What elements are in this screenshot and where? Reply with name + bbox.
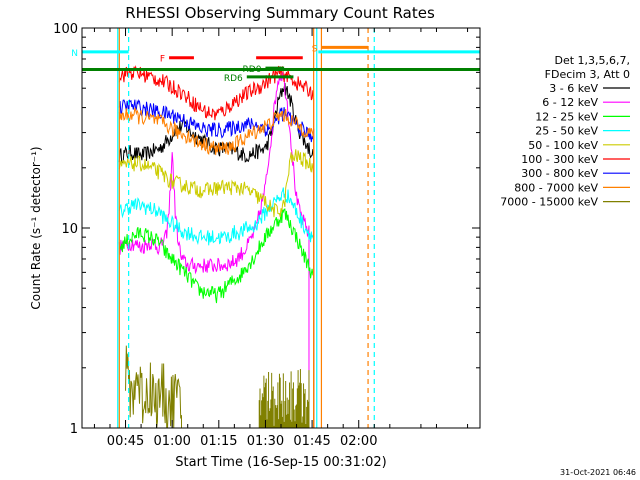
series-line-6-12-kev — [118, 72, 310, 428]
series-line-12-25-kev — [118, 208, 315, 428]
series-line-25-50-kev — [118, 187, 315, 428]
y-axis-label: Count Rate (s⁻¹ detector⁻¹) — [29, 146, 43, 309]
legend-label-50-100-kev: 50 - 100 keV — [528, 139, 598, 152]
x-tick-label-01-45: 01:45 — [293, 434, 330, 449]
flag-label-f: F — [160, 55, 165, 65]
flag-label-rd6: RD6 — [224, 74, 243, 84]
series-spikes-7000-15000-kev — [258, 369, 310, 428]
series-line-50-100-kev — [118, 149, 315, 428]
legend-label-12-25-kev: 12 - 25 keV — [535, 110, 598, 123]
legend-header-line-2: FDecim 3, Att 0 — [545, 68, 630, 81]
series-line-7000-15000-kev — [125, 345, 182, 428]
series-line-3-6-kev — [118, 82, 315, 428]
x-tick-label-01-30: 01:30 — [247, 434, 284, 449]
series-line-300-800-kev — [118, 99, 315, 428]
flag-label-rd0: RD0 — [243, 65, 262, 75]
y-tick-label-10: 10 — [61, 222, 78, 237]
legend-header-line-1: Det 1,3,5,6,7, — [554, 54, 630, 67]
legend-label-300-800-kev: 300 - 800 keV — [521, 167, 598, 180]
y-tick-label-1: 1 — [70, 422, 78, 437]
legend-label-7000-15000-kev: 7000 - 15000 keV — [500, 196, 598, 209]
legend-label-6-12-kev: 6 - 12 keV — [542, 96, 598, 109]
plot-frame — [81, 27, 481, 429]
legend-header: Det 1,3,5,6,7,FDecim 3, Att 0 — [545, 54, 630, 81]
legend-label-3-6-kev: 3 - 6 keV — [549, 82, 598, 95]
x-tick-label-01-15: 01:15 — [200, 434, 237, 449]
flag-label-n: N — [71, 49, 78, 59]
flag-label-s: S — [312, 44, 318, 54]
legend-label-100-300-kev: 100 - 300 keV — [521, 153, 598, 166]
axes: 1 10 100 00:45 01:00 01:15 01:30 01:45 02:00 — [53, 22, 481, 449]
x-axis-label: Start Time (16-Sep-15 00:31:02) — [175, 455, 386, 470]
x-tick-label-00-45: 00:45 — [107, 434, 144, 449]
legend-label-25-50-kev: 25 - 50 keV — [535, 125, 598, 138]
x-tick-label-02-00: 02:00 — [340, 434, 377, 449]
legend-label-800-7000-kev: 800 - 7000 keV — [514, 181, 598, 194]
series-line-800-7000-kev — [118, 107, 315, 428]
y-tick-label-100: 100 — [53, 22, 78, 37]
x-tick-label-01-00: 01:00 — [153, 434, 190, 449]
footer-date: 31-Oct-2021 06:46 — [560, 468, 636, 477]
chart-title: RHESSI Observing Summary Count Rates — [125, 4, 435, 22]
